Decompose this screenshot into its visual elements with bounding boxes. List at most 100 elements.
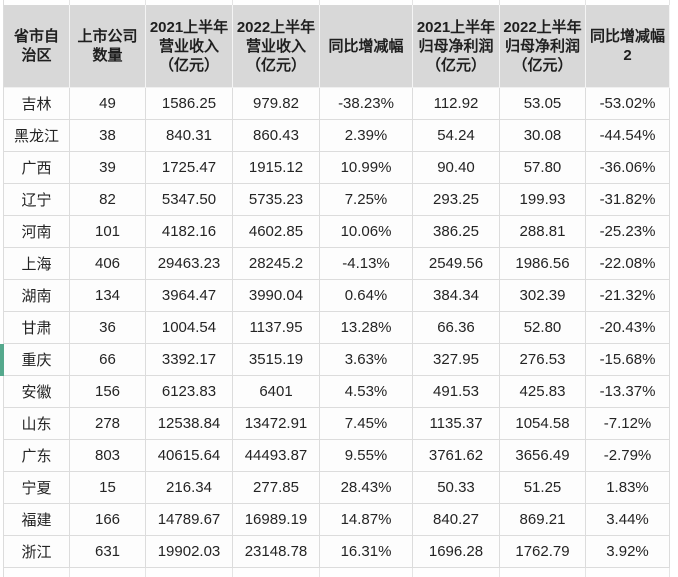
value-cell[interactable]: 112.92 — [413, 88, 500, 120]
value-cell[interactable]: 1054.58 — [500, 408, 586, 440]
value-cell[interactable]: 10.99% — [320, 152, 413, 184]
value-cell[interactable]: 166 — [70, 504, 146, 536]
value-cell[interactable]: 199.93 — [500, 184, 586, 216]
value-cell[interactable]: 29463.23 — [146, 248, 233, 280]
value-cell[interactable]: 50.33 — [413, 472, 500, 504]
value-cell[interactable]: 66 — [70, 344, 146, 376]
value-cell[interactable]: 1586.25 — [146, 88, 233, 120]
value-cell[interactable]: 134 — [70, 280, 146, 312]
value-cell[interactable]: 3515.19 — [233, 344, 320, 376]
value-cell[interactable]: -22.08% — [586, 248, 670, 280]
value-cell[interactable]: -36.06% — [586, 152, 670, 184]
value-cell[interactable]: 6401 — [233, 376, 320, 408]
value-cell[interactable]: 1696.28 — [413, 536, 500, 568]
value-cell[interactable]: 40615.64 — [146, 440, 233, 472]
value-cell[interactable]: 14.87% — [320, 504, 413, 536]
province-cell[interactable]: 湖南 — [4, 280, 70, 312]
value-cell[interactable]: -15.68% — [586, 344, 670, 376]
value-cell[interactable]: 28.43% — [320, 472, 413, 504]
value-cell[interactable]: 4.53% — [320, 376, 413, 408]
value-cell[interactable]: 869.21 — [500, 504, 586, 536]
value-cell[interactable]: 1762.79 — [500, 536, 586, 568]
value-cell[interactable]: 2549.56 — [413, 248, 500, 280]
value-cell[interactable]: -38.23% — [320, 88, 413, 120]
value-cell[interactable]: 631 — [70, 536, 146, 568]
value-cell[interactable]: 979.82 — [233, 88, 320, 120]
province-cell[interactable]: 河南 — [4, 216, 70, 248]
value-cell[interactable]: 13472.91 — [233, 408, 320, 440]
column-header[interactable]: 同比增减幅2 — [586, 5, 670, 88]
value-cell[interactable]: -13.37% — [586, 376, 670, 408]
province-cell[interactable]: 福建 — [4, 504, 70, 536]
value-cell[interactable]: 1135.37 — [413, 408, 500, 440]
value-cell[interactable]: 38 — [70, 120, 146, 152]
province-cell[interactable]: 辽宁 — [4, 184, 70, 216]
value-cell[interactable]: 288.81 — [500, 216, 586, 248]
value-cell[interactable]: -4.13% — [320, 248, 413, 280]
province-cell[interactable]: 上海 — [4, 248, 70, 280]
value-cell[interactable]: 1725.47 — [146, 152, 233, 184]
value-cell[interactable]: 3.63% — [320, 344, 413, 376]
value-cell[interactable]: 1004.54 — [146, 312, 233, 344]
value-cell[interactable]: 4182.16 — [146, 216, 233, 248]
value-cell[interactable]: 3.92% — [586, 536, 670, 568]
value-cell[interactable]: 3392.17 — [146, 344, 233, 376]
value-cell[interactable]: 53.05 — [500, 88, 586, 120]
value-cell[interactable]: 840.31 — [146, 120, 233, 152]
value-cell[interactable]: 4602.85 — [233, 216, 320, 248]
value-cell[interactable]: 44493.87 — [233, 440, 320, 472]
province-cell[interactable]: 浙江 — [4, 536, 70, 568]
value-cell[interactable]: 386.25 — [413, 216, 500, 248]
column-header[interactable]: 上市公司数量 — [70, 5, 146, 88]
value-cell[interactable]: -21.32% — [586, 280, 670, 312]
value-cell[interactable]: 278 — [70, 408, 146, 440]
column-header[interactable]: 省市自治区 — [4, 5, 70, 88]
value-cell[interactable]: 52.80 — [500, 312, 586, 344]
value-cell[interactable]: -25.23% — [586, 216, 670, 248]
value-cell[interactable]: 13.28% — [320, 312, 413, 344]
value-cell[interactable]: 803 — [70, 440, 146, 472]
province-cell[interactable]: 广东 — [4, 440, 70, 472]
value-cell[interactable]: 293.25 — [413, 184, 500, 216]
province-cell[interactable]: 广西 — [4, 152, 70, 184]
value-cell[interactable]: 101 — [70, 216, 146, 248]
value-cell[interactable]: 6123.83 — [146, 376, 233, 408]
value-cell[interactable]: 3656.49 — [500, 440, 586, 472]
value-cell[interactable]: 1986.56 — [500, 248, 586, 280]
value-cell[interactable]: 66.36 — [413, 312, 500, 344]
value-cell[interactable]: 90.40 — [413, 152, 500, 184]
value-cell[interactable]: 82 — [70, 184, 146, 216]
value-cell[interactable]: 14789.67 — [146, 504, 233, 536]
value-cell[interactable]: -31.82% — [586, 184, 670, 216]
value-cell[interactable]: 276.53 — [500, 344, 586, 376]
column-header[interactable]: 2022上半年营业收入（亿元） — [233, 5, 320, 88]
value-cell[interactable]: 216.34 — [146, 472, 233, 504]
value-cell[interactable]: 36 — [70, 312, 146, 344]
province-cell[interactable]: 安徽 — [4, 376, 70, 408]
value-cell[interactable]: 0.64% — [320, 280, 413, 312]
column-header[interactable]: 同比增减幅 — [320, 5, 413, 88]
value-cell[interactable]: 28245.2 — [233, 248, 320, 280]
value-cell[interactable]: 16.31% — [320, 536, 413, 568]
column-header[interactable]: 2021上半年归母净利润（亿元） — [413, 5, 500, 88]
value-cell[interactable]: 491.53 — [413, 376, 500, 408]
value-cell[interactable]: -53.02% — [586, 88, 670, 120]
value-cell[interactable]: 302.39 — [500, 280, 586, 312]
value-cell[interactable]: 54.24 — [413, 120, 500, 152]
value-cell[interactable]: 39 — [70, 152, 146, 184]
column-header[interactable]: 2022上半年归母净利润（亿元） — [500, 5, 586, 88]
value-cell[interactable]: 30.08 — [500, 120, 586, 152]
value-cell[interactable]: 1.83% — [586, 472, 670, 504]
province-cell[interactable]: 宁夏 — [4, 472, 70, 504]
value-cell[interactable]: 9.55% — [320, 440, 413, 472]
value-cell[interactable]: 3761.62 — [413, 440, 500, 472]
value-cell[interactable]: 2.39% — [320, 120, 413, 152]
value-cell[interactable]: 3.44% — [586, 504, 670, 536]
value-cell[interactable]: 860.43 — [233, 120, 320, 152]
value-cell[interactable]: 19902.03 — [146, 536, 233, 568]
value-cell[interactable]: 327.95 — [413, 344, 500, 376]
province-cell[interactable]: 黑龙江 — [4, 120, 70, 152]
value-cell[interactable]: -20.43% — [586, 312, 670, 344]
value-cell[interactable]: -7.12% — [586, 408, 670, 440]
column-header[interactable]: 2021上半年营业收入（亿元） — [146, 5, 233, 88]
